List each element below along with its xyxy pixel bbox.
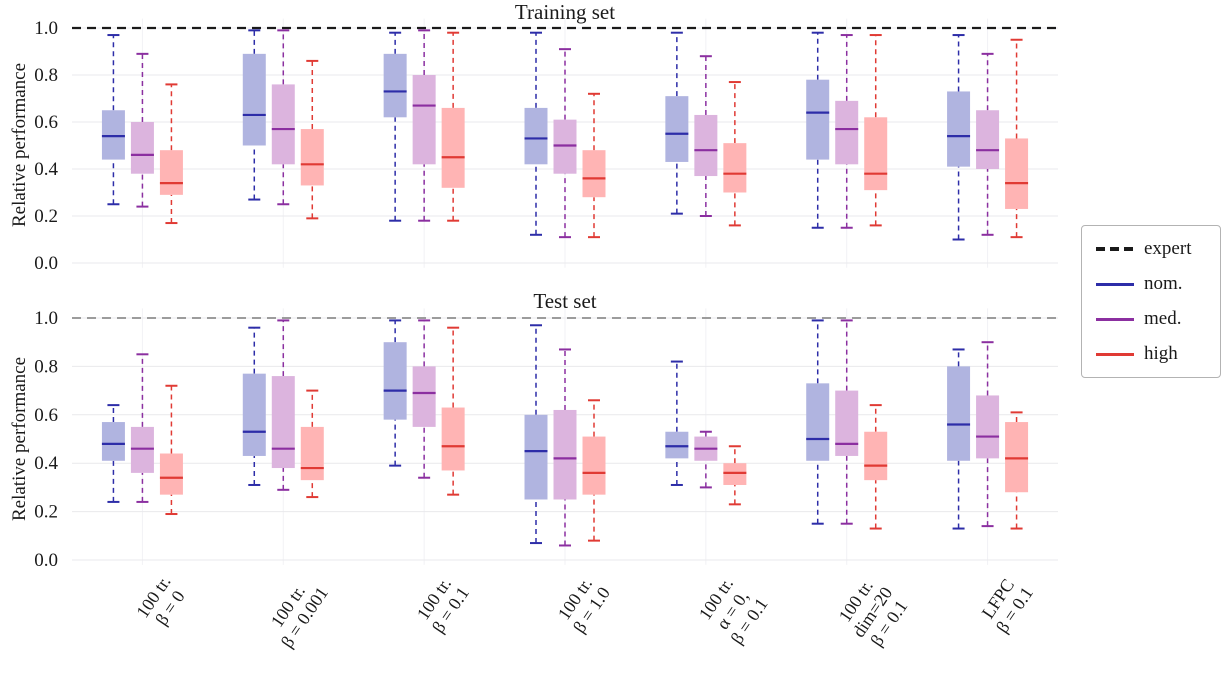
box (130, 426, 154, 473)
box (582, 150, 606, 198)
y-tick-label: 0.2 (34, 502, 58, 523)
box (524, 107, 548, 165)
box (101, 422, 125, 461)
box (383, 53, 407, 118)
box (159, 453, 183, 495)
y-tick-label: 0.0 (34, 550, 58, 571)
legend-label-nom: nom. (1144, 273, 1183, 294)
y-tick-label: 0.4 (34, 159, 58, 180)
box (441, 107, 465, 188)
training-panel-title: Training set (514, 0, 616, 24)
box (806, 79, 830, 160)
box (665, 96, 689, 162)
box (130, 122, 154, 174)
box (864, 431, 888, 481)
legend-label-med: med. (1144, 308, 1182, 329)
box (242, 373, 266, 456)
legend-label-expert: expert (1144, 238, 1192, 259)
y-tick-label: 1.0 (34, 18, 58, 39)
box (300, 129, 324, 186)
box (723, 463, 747, 485)
box (242, 53, 266, 146)
box (271, 84, 295, 165)
box (412, 75, 436, 165)
expert-line-swatch (1096, 247, 1134, 251)
y-tick-label: 0.4 (34, 453, 58, 474)
box (553, 409, 577, 500)
box (159, 150, 183, 195)
box (947, 91, 971, 167)
box (665, 431, 689, 459)
box (271, 376, 295, 469)
training-y-axis-label: Relative performance (9, 62, 30, 228)
box (101, 110, 125, 160)
y-tick-label: 1.0 (34, 308, 58, 329)
box (553, 119, 577, 174)
box (947, 366, 971, 461)
y-tick-label: 0.2 (34, 206, 58, 227)
box (723, 143, 747, 193)
test-y-axis-label: Relative performance (9, 356, 30, 522)
high-line-swatch (1096, 352, 1134, 356)
box (582, 436, 606, 495)
test-panel-title: Test set (533, 289, 597, 313)
box (694, 114, 718, 177)
box (976, 395, 1000, 459)
box (524, 414, 548, 500)
legend: expert nom. med. high (1081, 225, 1221, 378)
box (835, 390, 859, 456)
box (412, 366, 436, 427)
box (300, 426, 324, 481)
med-line-swatch (1096, 317, 1134, 321)
y-tick-label: 0.8 (34, 356, 58, 377)
y-tick-label: 0.6 (34, 112, 58, 133)
y-tick-label: 0.8 (34, 65, 58, 86)
box (441, 407, 465, 471)
legend-item-high: high (1096, 343, 1206, 365)
box (835, 100, 859, 165)
box (976, 110, 1000, 169)
y-tick-label: 0.0 (34, 253, 58, 274)
y-tick-label: 0.6 (34, 405, 58, 426)
box (864, 117, 888, 191)
nom-line-swatch (1096, 282, 1134, 286)
box (383, 342, 407, 420)
box (1005, 138, 1029, 209)
box (1005, 422, 1029, 493)
box (806, 383, 830, 461)
legend-item-nom: nom. (1096, 273, 1206, 295)
legend-item-expert: expert (1096, 238, 1206, 260)
legend-label-high: high (1144, 343, 1178, 364)
legend-item-med: med. (1096, 308, 1206, 330)
